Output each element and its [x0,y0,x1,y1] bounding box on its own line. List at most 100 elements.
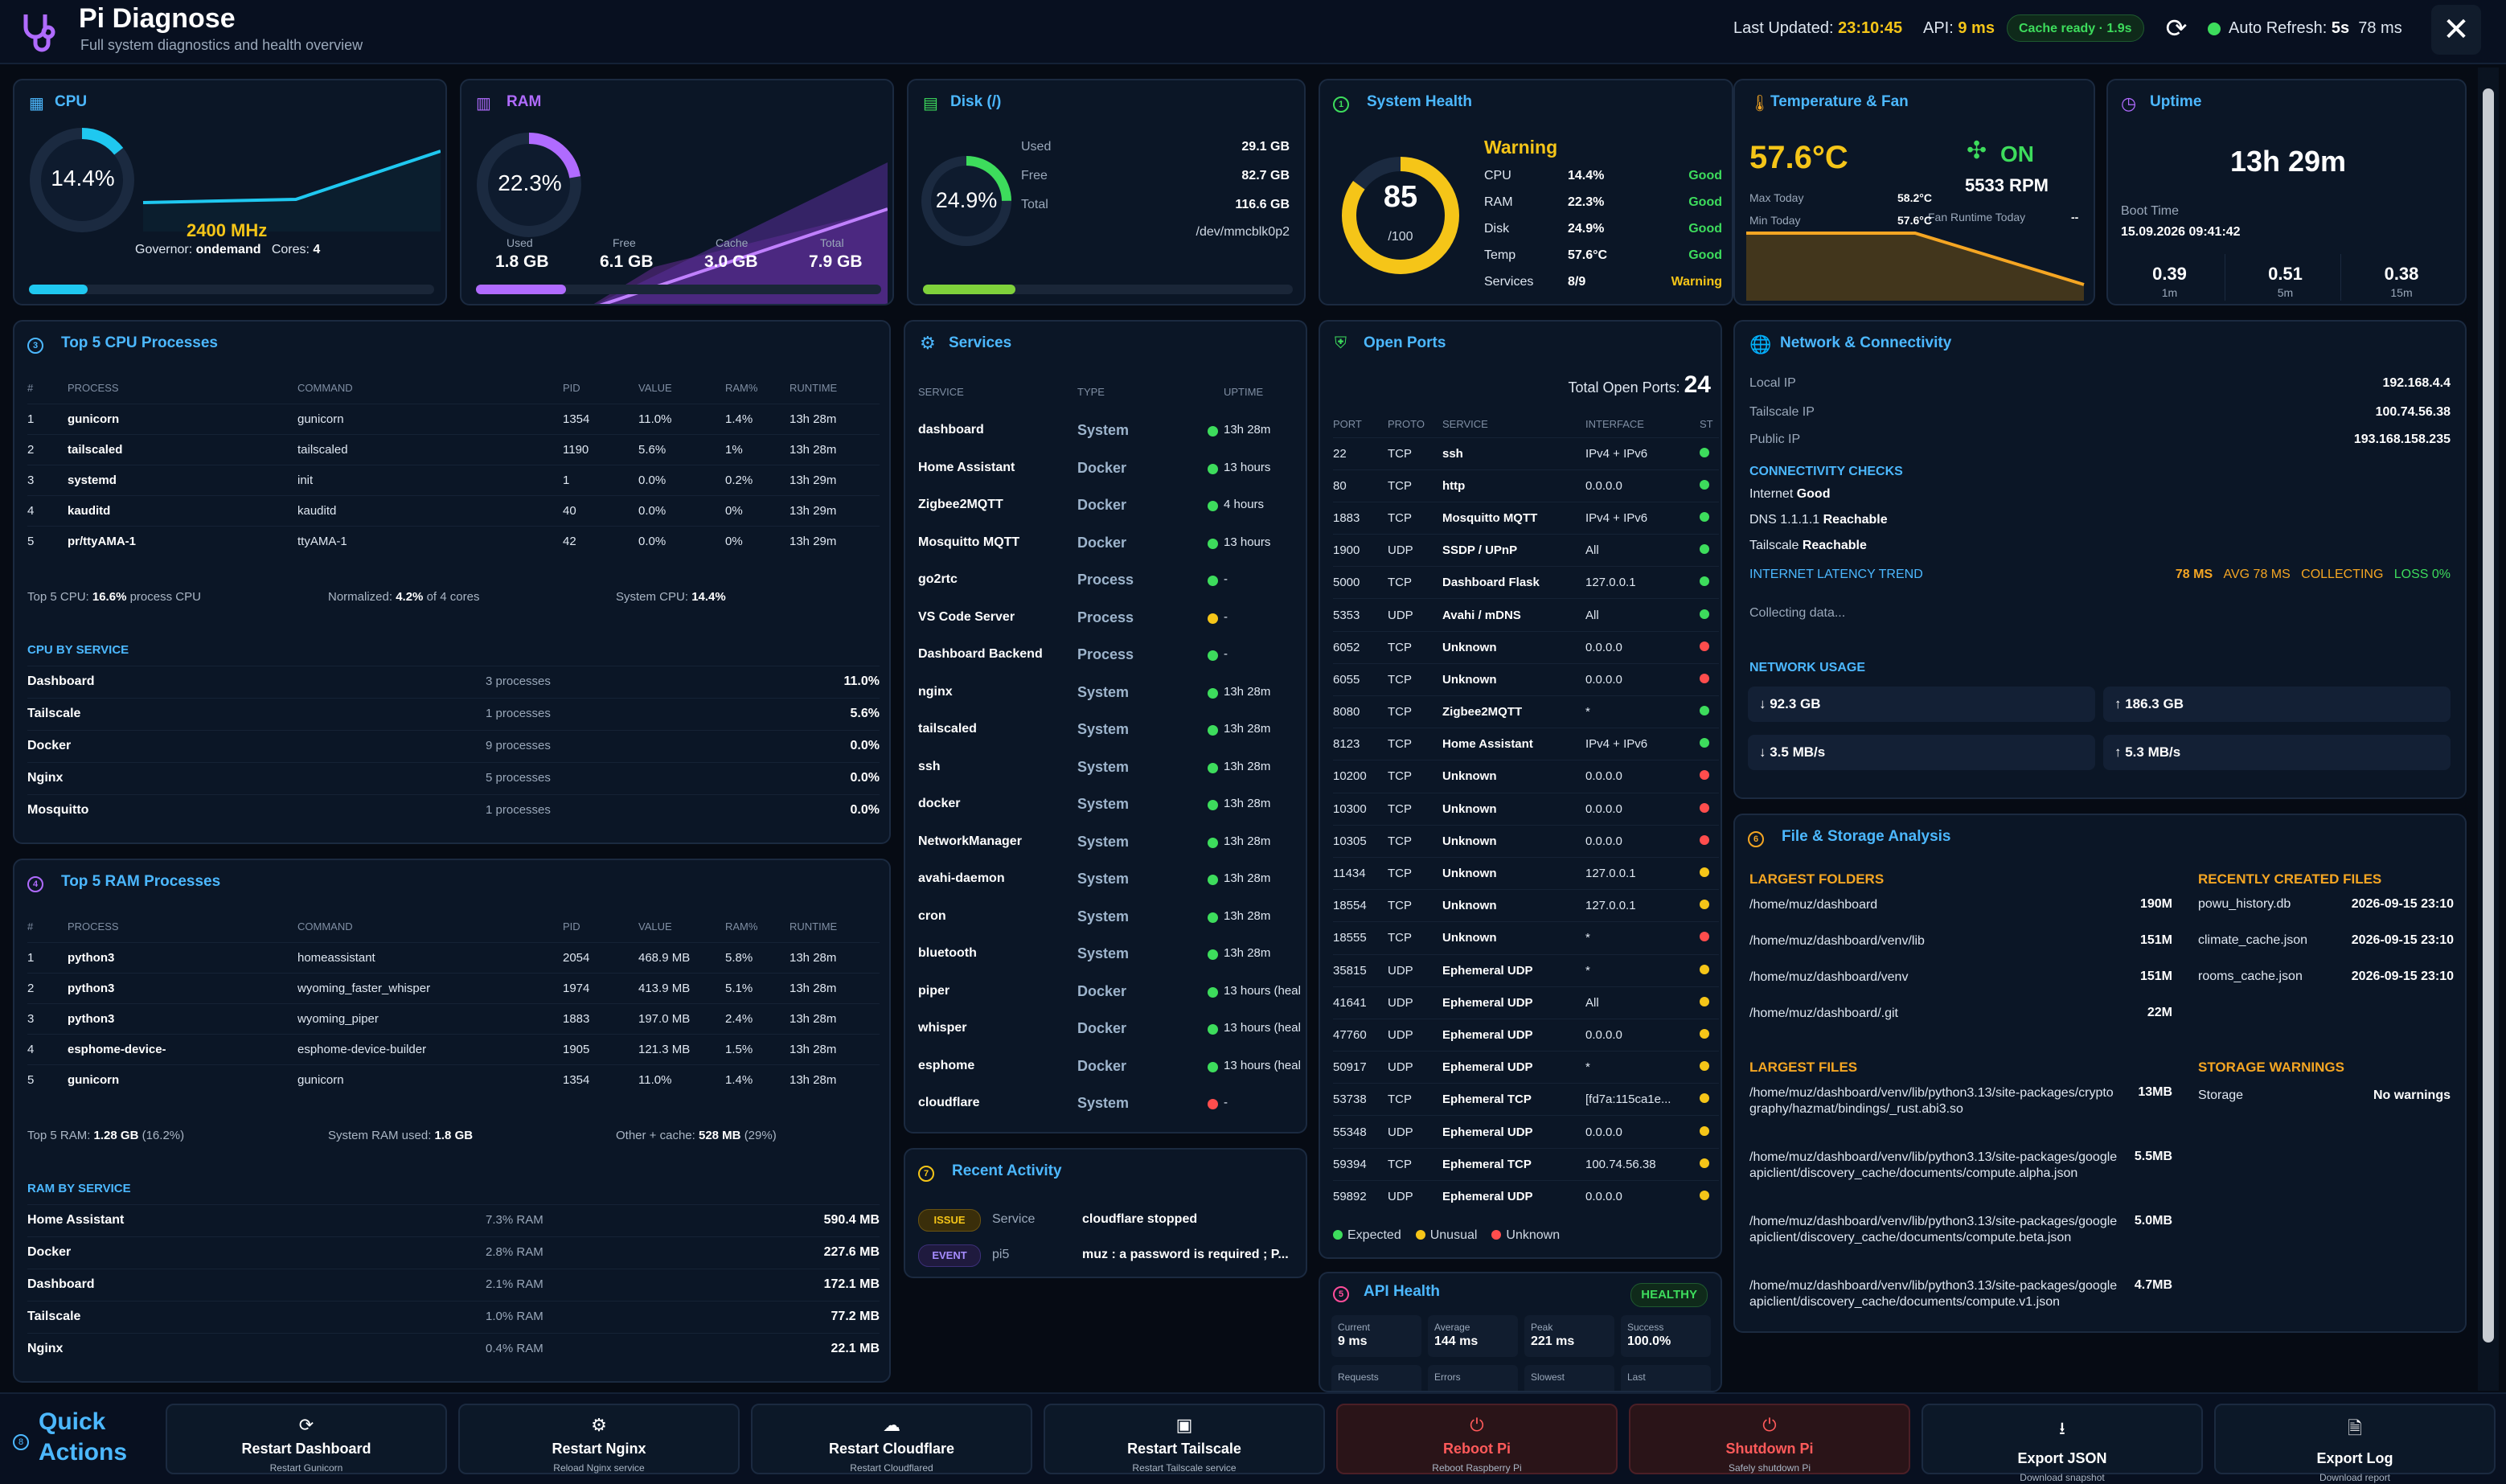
service-name: Home Assistant [918,460,1015,474]
port-row[interactable]: 80 TCP http 0.0.0.0 [1333,469,1719,502]
service-row[interactable]: avahi-daemon System 13h 28m [918,862,1306,900]
service-row[interactable]: bluetooth System 13h 28m [918,937,1306,974]
service-row[interactable]: cron System 13h 28m [918,900,1306,937]
service-row[interactable]: Mosquitto MQTT Docker 13 hours [918,526,1306,564]
scrollbar-thumb[interactable] [2483,88,2494,1343]
quick-action-restart-dashboard[interactable]: ⟳ Restart Dashboard Restart Gunicorn [166,1404,447,1474]
status-dot [1700,576,1709,587]
service-row[interactable]: ssh System 13h 28m [918,750,1306,788]
table-cell: ttyAMA-1 [297,525,563,556]
health-row-value: 24.9% [1568,222,1605,236]
scrollbar[interactable] [2478,68,2499,1391]
service-detail: 9 processes [486,739,551,752]
health-row: CPU 14.4% Good [1484,169,1722,195]
refresh-icon[interactable]: ⟳ [2165,14,2188,43]
service-row[interactable]: esphome Docker 13 hours (heal [918,1049,1306,1087]
port-row[interactable]: 6052 TCP Unknown 0.0.0.0 [1333,630,1719,664]
port-row[interactable]: 18554 TCP Unknown 127.0.0.1 [1333,889,1719,922]
service-name: tailscaled [918,722,977,736]
port-number: 55348 [1333,1115,1388,1149]
api-health-card: 5 API Health HEALTHY Current 9 ms Average 1… [1319,1272,1722,1392]
temp-title: Temperature & Fan [1770,93,1909,110]
port-row[interactable]: 11434 TCP Unknown 127.0.0.1 [1333,856,1719,890]
quick-action-shutdown-pi[interactable]: ⏻ Shutdown Pi Safely shutdown Pi [1629,1404,1910,1474]
port-row[interactable]: 1883 TCP Mosquitto MQTT IPv4 + IPv6 [1333,501,1719,535]
files-title: File & Storage Analysis [1782,828,1951,845]
folder-row: /home/muz/dashboard/.git 22M [1749,1006,2172,1042]
port-row[interactable]: 22 TCP ssh IPv4 + IPv6 [1333,437,1719,470]
service-row[interactable]: NetworkManager System 13h 28m [918,825,1306,863]
connectivity-check: Internet Good [1749,487,2232,513]
table-cell: 1 [563,464,638,495]
port-row[interactable]: 59892 UDP Ephemeral UDP 0.0.0.0 [1333,1179,1719,1213]
table-header: RAM% [725,920,758,933]
table-row[interactable]: 4 esphome-device-esphome-device-builder 19… [27,1033,880,1064]
service-row[interactable]: cloudflare System - [918,1086,1306,1124]
port-row[interactable]: 10200 TCP Unknown 0.0.0.0 [1333,760,1719,793]
table-row[interactable]: 3 python3 wyoming_piper 1883 197.0 MB 2.4% 13h… [27,1002,880,1034]
service-row[interactable]: piper Docker 13 hours (heal [918,974,1306,1012]
service-type: System [1077,833,1130,850]
service-type: Process [1077,609,1134,625]
service-row[interactable]: dashboard System 13h 28m [918,413,1306,451]
storage-warnings-title: STORAGE WARNINGS [2198,1060,2344,1075]
service-detail: 1 processes [486,707,551,720]
local-ip: 192.168.4.4 [2382,376,2451,390]
port-row[interactable]: 50917 UDP Ephemeral UDP * [1333,1051,1719,1084]
close-button[interactable]: ✕ [2431,5,2481,55]
table-row[interactable]: 1 python3 homeassistant 2054 468.9 MB 5.8% 13h… [27,941,880,973]
service-row[interactable]: Dashboard Backend Process - [918,637,1306,675]
quick-action-reboot-pi[interactable]: ⏻ Reboot Pi Reboot Raspberry Pi [1336,1404,1618,1474]
health-rows: CPU 14.4% Good RAM 22.3% Good Disk 24.9% Good Tem… [1484,169,1722,301]
port-row[interactable]: 35815 UDP Ephemeral UDP * [1333,953,1719,987]
port-row[interactable]: 53738 TCP Ephemeral TCP [fd7a:115ca1e... [1333,1083,1719,1116]
port-row[interactable]: 47760 UDP Ephemeral UDP 0.0.0.0 [1333,1018,1719,1052]
port-row[interactable]: 6055 TCP Unknown 0.0.0.0 [1333,662,1719,696]
port-row[interactable]: 10305 TCP Unknown 0.0.0.0 [1333,824,1719,858]
port-row[interactable]: 55348 UDP Ephemeral UDP 0.0.0.0 [1333,1115,1719,1149]
service-row[interactable]: nginx System 13h 28m [918,675,1306,713]
port-row[interactable]: 41641 UDP Ephemeral UDP All [1333,986,1719,1019]
port-row[interactable]: 18555 TCP Unknown * [1333,921,1719,954]
service-row[interactable]: go2rtc Process - [918,563,1306,601]
status-dot [1208,837,1218,848]
activity-card: 7 Recent Activity ISSUE Service cloudflare… [904,1148,1307,1278]
table-row[interactable]: 4 kauditd kauditd 40 0.0% 0% 13h 29m [27,494,880,526]
table-row[interactable]: 3 systemd init 1 0.0% 0.2% 13h 29m [27,464,880,495]
table-header: RUNTIME [790,920,838,933]
service-row[interactable]: VS Code Server Process - [918,601,1306,638]
service-row[interactable]: Home Assistant Docker 13 hours [918,451,1306,489]
port-row[interactable]: 59394 TCP Ephemeral TCP 100.74.56.38 [1333,1147,1719,1181]
port-row[interactable]: 5000 TCP Dashboard Flask 127.0.0.1 [1333,566,1719,599]
service-row[interactable]: docker System 13h 28m [918,787,1306,825]
auto-refresh[interactable]: Auto Refresh: 5s 78 ms [2229,19,2402,37]
port-row[interactable]: 1900 UDP SSDP / UPnP All [1333,534,1719,567]
quick-action-restart-tailscale[interactable]: ▣ Restart Tailscale Restart Tailscale serv… [1044,1404,1325,1474]
table-row[interactable]: 2 tailscaled tailscaled 1190 5.6% 1% 13h 28m [27,433,880,465]
table-row[interactable]: 5 gunicorn gunicorn 1354 11.0% 1.4% 13h 28m [27,1064,880,1095]
table-row[interactable]: 2 python3 wyoming_faster_whisper 1974 413.9 … [27,972,880,1003]
table-header: PROTO [1388,418,1425,431]
cpu-processes-table: # PROCESS COMMAND PID VALUE RAM% RUNTIME 1 gunic… [27,373,880,556]
quick-action-export-json[interactable]: ⭳ Export JSON Download snapshot [1922,1404,2203,1483]
service-row[interactable]: Zigbee2MQTT Docker 4 hours [918,488,1306,526]
load-averages: 0.39 1m 0.51 5m 0.38 15m [2114,254,2460,301]
port-service: Ephemeral UDP [1442,953,1585,987]
quick-action-restart-nginx[interactable]: ⚙ Restart Nginx Reload Nginx service [458,1404,740,1474]
service-row[interactable]: tailscaled System 13h 28m [918,712,1306,750]
quick-action-export-log[interactable]: 🗎 Export Log Download report [2214,1404,2496,1483]
service-row[interactable]: whisper Docker 13 hours (heal [918,1011,1306,1049]
port-protocol: TCP [1388,630,1442,664]
service-type: Docker [1077,1020,1127,1036]
port-row[interactable]: 10300 TCP Unknown 0.0.0.0 [1333,792,1719,826]
port-row[interactable]: 5353 UDP Avahi / mDNS All [1333,598,1719,632]
service-type: System [1077,1095,1130,1111]
table-row[interactable]: 5 pr/ttyAMA-1 ttyAMA-1 42 0.0% 0% 13h 29m [27,525,880,556]
table-row[interactable]: 1 gunicorn gunicorn 1354 11.0% 1.4% 13h 28m [27,403,880,434]
service-uptime: 13 hours (heal [1224,983,1301,998]
port-row[interactable]: 8080 TCP Zigbee2MQTT * [1333,695,1719,728]
table-cell: 3 [27,1002,68,1034]
port-row[interactable]: 8123 TCP Home Assistant IPv4 + IPv6 [1333,728,1719,760]
quick-action-restart-cloudflare[interactable]: ☁ Restart Cloudflare Restart Cloudflared [751,1404,1032,1474]
network-title: Network & Connectivity [1780,334,1952,351]
